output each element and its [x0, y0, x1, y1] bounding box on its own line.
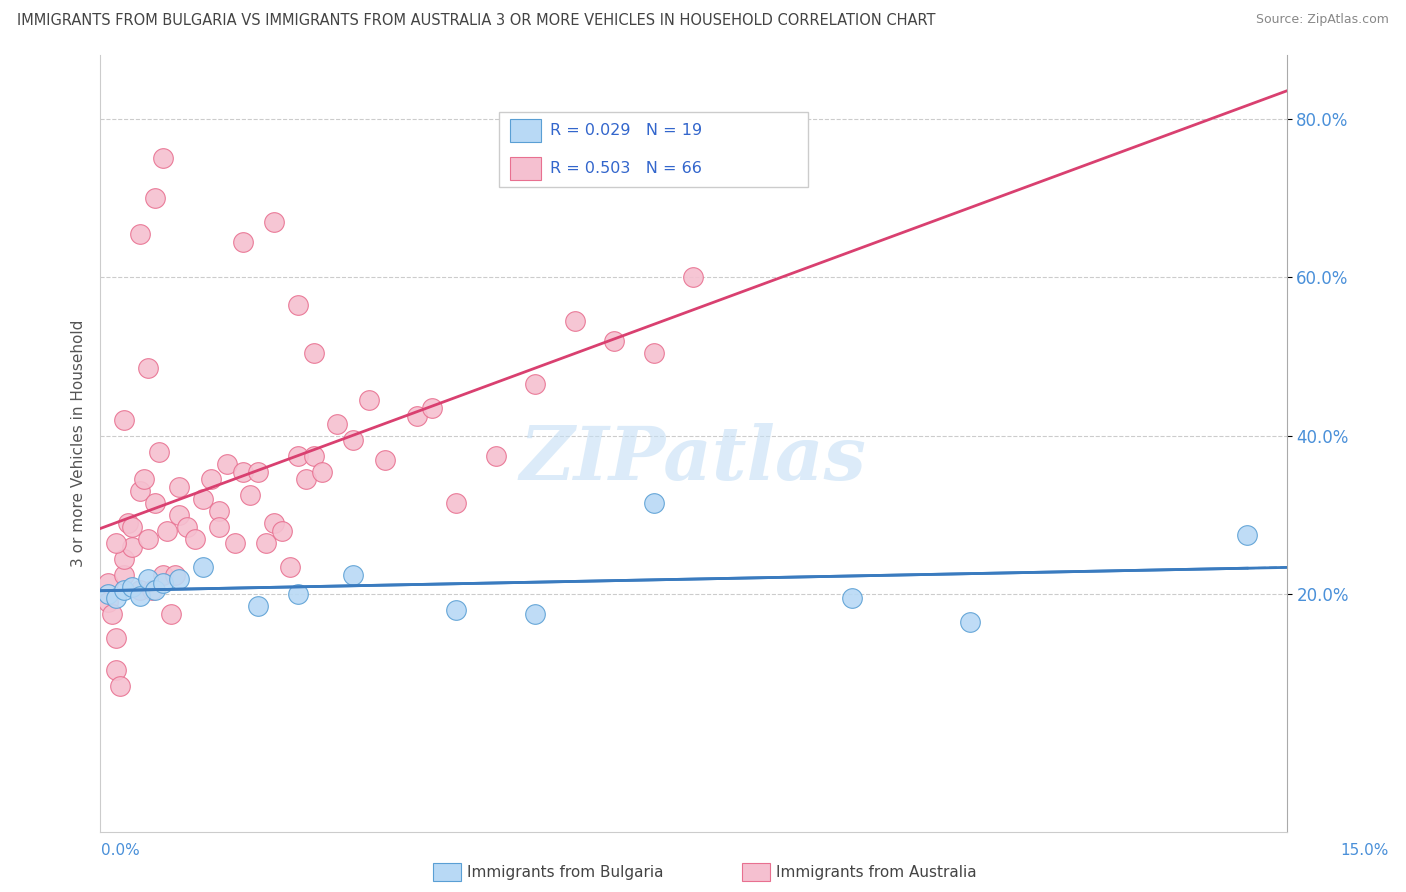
Point	[104, 536, 127, 550]
Point	[287, 298, 309, 312]
Point	[287, 587, 309, 601]
Point	[444, 496, 467, 510]
Point	[112, 567, 135, 582]
Point	[152, 151, 174, 165]
Point	[156, 524, 179, 538]
Text: 0.0%: 0.0%	[101, 843, 141, 858]
Point	[97, 587, 120, 601]
Point	[112, 413, 135, 427]
Point	[208, 520, 231, 534]
Point	[485, 449, 508, 463]
Point	[97, 575, 120, 590]
Point	[104, 663, 127, 677]
Point	[311, 465, 333, 479]
Point	[191, 559, 214, 574]
Point	[302, 345, 325, 359]
Point	[357, 393, 380, 408]
Point	[167, 572, 190, 586]
Point	[160, 607, 183, 622]
Point	[263, 215, 285, 229]
Point	[342, 567, 364, 582]
Point	[1236, 528, 1258, 542]
Point	[121, 520, 143, 534]
Point	[128, 589, 150, 603]
Point	[263, 516, 285, 530]
Point	[184, 532, 207, 546]
Text: R = 0.029   N = 19: R = 0.029 N = 19	[550, 123, 702, 138]
Point	[420, 401, 443, 415]
Point	[132, 473, 155, 487]
Point	[141, 583, 163, 598]
Point	[326, 417, 349, 431]
Point	[271, 524, 294, 538]
Point	[200, 473, 222, 487]
Y-axis label: 3 or more Vehicles in Household: 3 or more Vehicles in Household	[72, 320, 86, 567]
Point	[224, 536, 246, 550]
Point	[294, 473, 316, 487]
Point	[128, 227, 150, 241]
Point	[841, 591, 863, 606]
Point	[643, 496, 665, 510]
Point	[152, 575, 174, 590]
Text: R = 0.503   N = 66: R = 0.503 N = 66	[550, 161, 702, 176]
Point	[136, 532, 159, 546]
Point	[176, 520, 198, 534]
Point	[121, 580, 143, 594]
Point	[145, 496, 167, 510]
Point	[247, 599, 270, 614]
Point	[342, 433, 364, 447]
Point	[524, 377, 547, 392]
Point	[302, 449, 325, 463]
Point	[374, 452, 396, 467]
Point	[145, 191, 167, 205]
Point	[165, 567, 187, 582]
Point	[145, 583, 167, 598]
Point	[643, 345, 665, 359]
Point	[254, 536, 277, 550]
Point	[191, 492, 214, 507]
Point	[405, 409, 427, 423]
Text: Source: ZipAtlas.com: Source: ZipAtlas.com	[1256, 13, 1389, 27]
Point	[152, 567, 174, 582]
Point	[101, 607, 124, 622]
Point	[112, 583, 135, 598]
Point	[208, 504, 231, 518]
Point	[97, 595, 120, 609]
Point	[128, 583, 150, 598]
Text: Immigrants from Australia: Immigrants from Australia	[776, 865, 977, 880]
Text: ZIPatlas: ZIPatlas	[520, 423, 868, 496]
Text: 15.0%: 15.0%	[1341, 843, 1389, 858]
Point	[959, 615, 981, 630]
Point	[682, 270, 704, 285]
Point	[215, 457, 238, 471]
Point	[444, 603, 467, 617]
Point	[167, 508, 190, 523]
Point	[112, 551, 135, 566]
Point	[564, 314, 586, 328]
Point	[148, 444, 170, 458]
Text: Immigrants from Bulgaria: Immigrants from Bulgaria	[467, 865, 664, 880]
Point	[231, 235, 253, 249]
Text: IMMIGRANTS FROM BULGARIA VS IMMIGRANTS FROM AUSTRALIA 3 OR MORE VEHICLES IN HOUS: IMMIGRANTS FROM BULGARIA VS IMMIGRANTS F…	[17, 13, 935, 29]
Point	[167, 480, 190, 494]
Point	[108, 679, 131, 693]
Point	[603, 334, 626, 348]
Point	[104, 631, 127, 645]
Point	[524, 607, 547, 622]
Point	[247, 465, 270, 479]
Point	[278, 559, 301, 574]
Point	[128, 484, 150, 499]
Point	[136, 572, 159, 586]
Point	[287, 449, 309, 463]
Point	[117, 516, 139, 530]
Point	[136, 361, 159, 376]
Point	[121, 540, 143, 554]
Point	[231, 465, 253, 479]
Point	[239, 488, 262, 502]
Point	[104, 591, 127, 606]
